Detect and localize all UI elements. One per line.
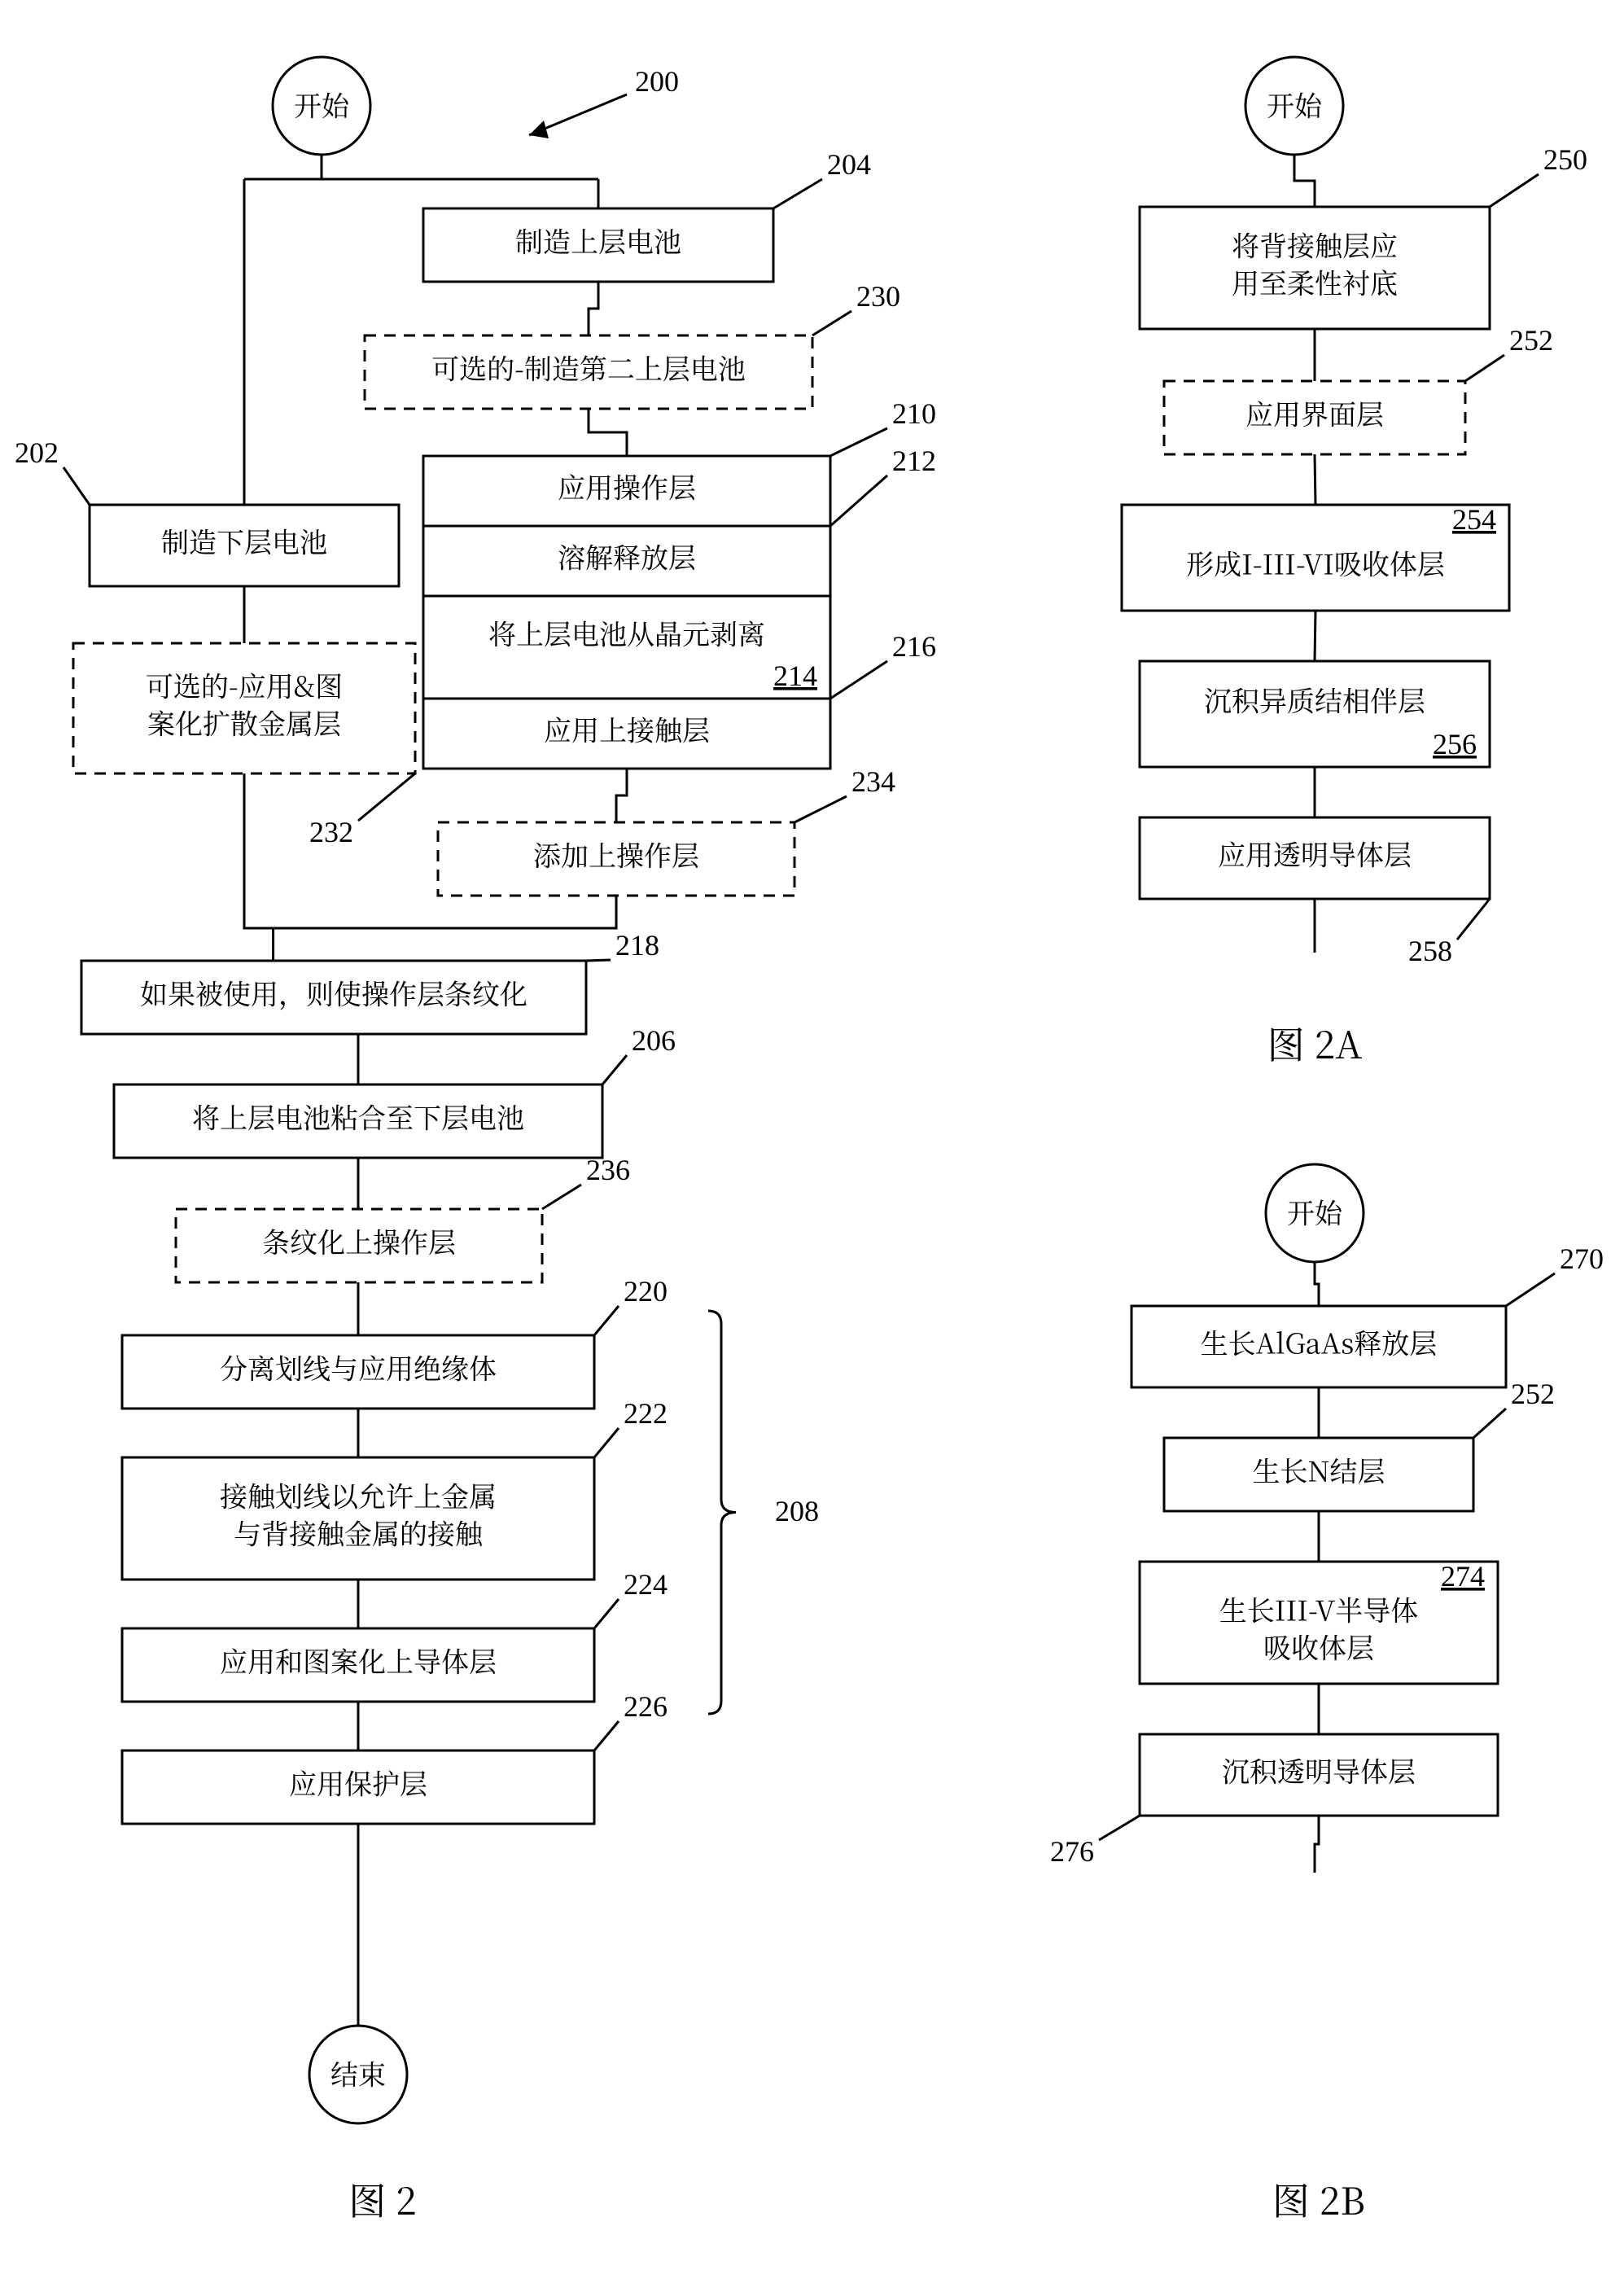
node-232-text: 可选的-应用&图 bbox=[146, 665, 343, 705]
node-232-text: 案化扩散金属层 bbox=[147, 703, 341, 743]
node-254-text: 形成I-III-VI吸收体层 bbox=[1186, 543, 1445, 583]
node-230-id: 230 bbox=[856, 280, 900, 313]
node-218-text: 如果被使用，则使操作层条纹化 bbox=[140, 973, 527, 1013]
node-222-text: 接触划线以允许上金属 bbox=[220, 1475, 497, 1515]
node-236-text: 条纹化上操作层 bbox=[262, 1221, 456, 1261]
node-234-text: 添加上操作层 bbox=[533, 835, 699, 874]
lead-258 bbox=[1457, 899, 1490, 940]
edge bbox=[589, 282, 598, 335]
lead-234 bbox=[794, 796, 847, 822]
node-274-text: 吸收体层 bbox=[1263, 1627, 1374, 1667]
figure-caption: 图 2A bbox=[1267, 1016, 1362, 1070]
edge bbox=[244, 773, 274, 928]
edge bbox=[1294, 155, 1315, 207]
node-234-id: 234 bbox=[851, 765, 895, 798]
node-218-id: 218 bbox=[615, 929, 659, 962]
node-236-id: 236 bbox=[586, 1154, 630, 1186]
terminal-label: 开始 bbox=[294, 85, 350, 125]
lead-230 bbox=[812, 311, 851, 335]
lead-204 bbox=[773, 179, 822, 208]
lead-212 bbox=[830, 475, 887, 526]
node-220-text: 分离划线与应用绝缘体 bbox=[220, 1347, 497, 1387]
diagram-canvas: 开始结束 制造上层电池 204 可选的-制造第二上层电池 230 制造下层电池 202 应用操… bbox=[0, 0, 1624, 2296]
node-232-id: 232 bbox=[309, 816, 353, 848]
brace bbox=[708, 1311, 736, 1714]
lead-210 bbox=[830, 428, 887, 456]
node-270-id: 270 bbox=[1560, 1242, 1604, 1275]
lead-224 bbox=[594, 1599, 619, 1628]
node-214-id: 214 bbox=[773, 659, 817, 692]
lead-218 bbox=[586, 960, 611, 961]
node-250-text: 将背接触层应 bbox=[1232, 225, 1398, 265]
node-252b-text: 生长N结层 bbox=[1252, 1450, 1385, 1490]
node-252-id: 252 bbox=[1509, 324, 1553, 357]
terminal-label: 开始 bbox=[1267, 85, 1323, 125]
annotation-arrowhead bbox=[529, 120, 549, 138]
lead-226 bbox=[594, 1721, 619, 1750]
brace-label: 208 bbox=[775, 1495, 819, 1527]
node-210-text: 应用操作层 bbox=[558, 467, 696, 506]
node-252-text: 应用界面层 bbox=[1245, 393, 1384, 433]
lead-222 bbox=[594, 1428, 619, 1457]
node-276-id: 276 bbox=[1050, 1835, 1094, 1868]
node-276-text: 沉积透明导体层 bbox=[1222, 1750, 1416, 1790]
annotation-label: 200 bbox=[635, 65, 679, 98]
node-270-text: 生长AlGaAs释放层 bbox=[1201, 1322, 1438, 1362]
lead-220 bbox=[594, 1306, 619, 1335]
terminal-label: 开始 bbox=[1287, 1192, 1343, 1232]
lead-252 bbox=[1465, 355, 1504, 381]
node-250-id: 250 bbox=[1543, 143, 1587, 176]
node-204-id: 204 bbox=[827, 148, 871, 181]
node-220-id: 220 bbox=[624, 1275, 668, 1308]
node-258-text: 应用透明导体层 bbox=[1218, 834, 1412, 874]
edge bbox=[1315, 1262, 1319, 1306]
node-222-id: 222 bbox=[624, 1397, 668, 1430]
node-206-text: 将上层电池粘合至下层电池 bbox=[192, 1097, 524, 1137]
lead-252b bbox=[1473, 1409, 1506, 1438]
node-216-id: 216 bbox=[892, 630, 936, 663]
lead-206 bbox=[602, 1055, 627, 1084]
lead-232 bbox=[358, 773, 415, 821]
edge bbox=[589, 409, 627, 456]
node-274-text: 生长III-V半导体 bbox=[1219, 1589, 1418, 1629]
node-204-text: 制造上层电池 bbox=[515, 221, 681, 261]
node-224-text: 应用和图案化上导体层 bbox=[220, 1641, 497, 1680]
node-256-id: 256 bbox=[1433, 728, 1477, 760]
node-210-id: 210 bbox=[892, 397, 936, 430]
node-202-text: 制造下层电池 bbox=[161, 521, 327, 561]
node-222-text: 与背接触金属的接触 bbox=[234, 1513, 484, 1553]
node-212-id: 212 bbox=[892, 445, 936, 477]
edge bbox=[274, 896, 616, 928]
terminal-label: 结束 bbox=[330, 2053, 386, 2093]
node-202-id: 202 bbox=[15, 436, 59, 469]
edge bbox=[1315, 1816, 1319, 1873]
lead-270 bbox=[1506, 1273, 1555, 1306]
figure-caption: 图 2 bbox=[348, 2172, 416, 2226]
node-226-id: 226 bbox=[624, 1690, 668, 1723]
lead-236 bbox=[542, 1185, 581, 1209]
node-212-text: 溶解释放层 bbox=[558, 537, 696, 576]
node-252b-id: 252 bbox=[1511, 1378, 1555, 1410]
node-254-id: 254 bbox=[1452, 503, 1496, 536]
node-226-text: 应用保护层 bbox=[289, 1763, 427, 1803]
node-230-text: 可选的-制造第二上层电池 bbox=[431, 348, 746, 388]
edge bbox=[616, 769, 627, 822]
node-216-text: 应用上接触层 bbox=[544, 709, 710, 749]
figure-caption: 图 2B bbox=[1272, 2172, 1365, 2226]
lead-250 bbox=[1490, 174, 1539, 207]
lead-216 bbox=[830, 661, 887, 699]
node-250-text: 用至柔性衬底 bbox=[1232, 262, 1398, 302]
node-224-id: 224 bbox=[624, 1568, 668, 1601]
lead-202 bbox=[63, 467, 90, 505]
lead-276 bbox=[1099, 1816, 1140, 1840]
node-258-id: 258 bbox=[1408, 935, 1452, 967]
node-256-text: 沉积异质结相伴层 bbox=[1204, 680, 1425, 720]
node-214-text: 将上层电池从晶元剥离 bbox=[488, 613, 765, 653]
node-274-id: 274 bbox=[1441, 1560, 1485, 1593]
node-206-id: 206 bbox=[632, 1024, 676, 1057]
